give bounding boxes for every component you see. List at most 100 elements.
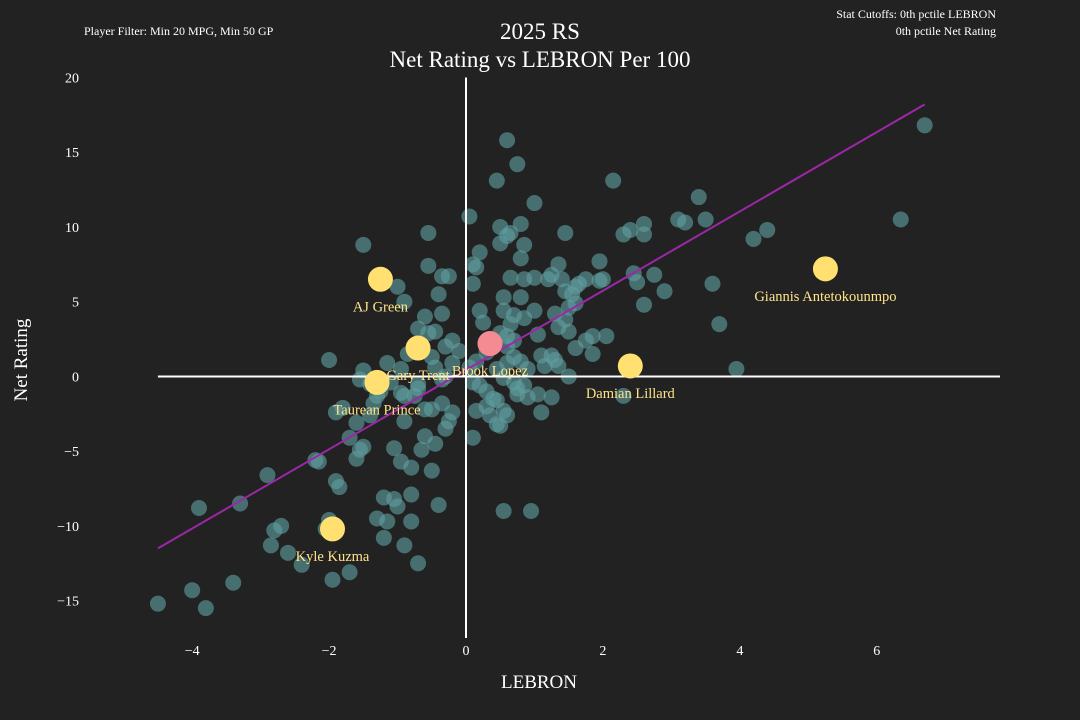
data-point bbox=[697, 211, 714, 228]
data-point bbox=[502, 269, 519, 286]
data-point bbox=[475, 314, 492, 331]
data-point bbox=[464, 429, 481, 446]
data-point bbox=[389, 278, 406, 295]
x-tick-label: 4 bbox=[736, 644, 743, 659]
data-point bbox=[334, 399, 351, 416]
data-point bbox=[916, 117, 933, 134]
data-point bbox=[392, 360, 409, 377]
data-point bbox=[570, 275, 587, 292]
data-point bbox=[355, 236, 372, 253]
data-point bbox=[348, 450, 365, 467]
chart-title-block: 2025 RS Net Rating vs LEBRON Per 100 bbox=[0, 18, 1080, 74]
data-point bbox=[341, 564, 358, 581]
data-point bbox=[557, 224, 574, 241]
data-point bbox=[324, 571, 341, 588]
x-tick-label: 2 bbox=[599, 644, 606, 659]
x-tick-label: 6 bbox=[873, 644, 880, 659]
data-point bbox=[149, 595, 166, 612]
data-point bbox=[533, 404, 550, 421]
highlight-point-damian-lillard bbox=[617, 353, 643, 379]
data-point bbox=[273, 517, 290, 534]
highlight-label-kyle-kuzma: Kyle Kuzma bbox=[296, 549, 370, 565]
data-point bbox=[396, 413, 413, 430]
data-point bbox=[656, 283, 673, 300]
data-point bbox=[584, 346, 601, 363]
data-point bbox=[598, 328, 615, 345]
data-point bbox=[420, 257, 437, 274]
data-point bbox=[396, 293, 413, 310]
data-point bbox=[646, 266, 663, 283]
data-point bbox=[516, 236, 533, 253]
data-point bbox=[355, 438, 372, 455]
points-layer bbox=[149, 117, 933, 617]
highlight-point-aj-green bbox=[367, 266, 393, 292]
data-point bbox=[403, 459, 420, 476]
data-point bbox=[379, 354, 396, 371]
data-point bbox=[495, 302, 512, 319]
highlight-point-giannis-antetokounmpo bbox=[812, 256, 838, 282]
data-point bbox=[197, 600, 214, 617]
data-point bbox=[410, 555, 427, 572]
data-point bbox=[434, 305, 451, 322]
tick-labels: −4 −2 0 2 4 6 20 15 10 5 0 −5 −10 −15 bbox=[57, 71, 880, 659]
data-point bbox=[759, 221, 776, 238]
data-point bbox=[430, 286, 447, 303]
data-point bbox=[543, 266, 560, 283]
highlight-label-giannis-antetokounmpo: Giannis Antetokounmpo bbox=[754, 289, 896, 305]
data-point bbox=[728, 360, 745, 377]
data-point bbox=[348, 414, 365, 431]
stat-cutoffs-note: Stat Cutoffs: 0th pctile LEBRON 0th pcti… bbox=[836, 6, 996, 40]
data-point bbox=[499, 132, 516, 149]
x-tick-label: −2 bbox=[322, 644, 337, 659]
data-point bbox=[464, 275, 481, 292]
data-point bbox=[184, 582, 201, 599]
data-point bbox=[526, 195, 543, 212]
chart-subtitle: Net Rating vs LEBRON Per 100 bbox=[389, 47, 691, 72]
y-tick-label: −5 bbox=[64, 445, 79, 460]
data-point bbox=[280, 544, 296, 561]
data-point bbox=[423, 401, 440, 418]
data-point bbox=[636, 226, 652, 243]
data-point bbox=[225, 574, 242, 591]
x-axis-title: LEBRON bbox=[501, 672, 577, 693]
data-point bbox=[711, 316, 728, 333]
data-point bbox=[745, 230, 762, 247]
data-point bbox=[519, 360, 536, 377]
data-point bbox=[509, 156, 526, 173]
highlight-point-brook-lopez bbox=[477, 331, 503, 357]
highlight-point-gary-trent bbox=[405, 335, 431, 361]
data-point bbox=[584, 328, 601, 345]
data-point bbox=[591, 253, 608, 270]
data-point bbox=[321, 352, 338, 368]
data-point bbox=[444, 404, 461, 421]
y-tick-label: −15 bbox=[57, 595, 79, 610]
highlight-layer: AJ Green Gary Trent Brook Lopez Taurean Pri… bbox=[296, 256, 897, 565]
data-point bbox=[416, 308, 433, 325]
data-point bbox=[413, 441, 430, 458]
data-point bbox=[468, 259, 485, 276]
highlight-point-taurean-prince bbox=[364, 369, 390, 395]
data-point bbox=[471, 244, 488, 261]
data-point bbox=[392, 384, 409, 401]
y-tick-label: 20 bbox=[65, 71, 79, 86]
data-point bbox=[262, 537, 279, 554]
x-tick-label: −4 bbox=[185, 644, 200, 659]
data-point bbox=[386, 491, 403, 508]
data-point bbox=[420, 224, 437, 241]
cutoff-net-rating: 0th pctile Net Rating bbox=[895, 24, 996, 38]
data-point bbox=[495, 502, 512, 519]
data-point bbox=[529, 386, 546, 403]
data-point bbox=[512, 289, 529, 306]
cutoff-lebron: Stat Cutoffs: 0th pctile LEBRON bbox=[836, 7, 996, 21]
data-point bbox=[430, 497, 447, 513]
data-point bbox=[509, 380, 526, 397]
highlight-label-damian-lillard: Damian Lillard bbox=[586, 386, 676, 402]
highlight-label-aj-green: AJ Green bbox=[353, 299, 409, 315]
data-point bbox=[396, 537, 413, 554]
y-tick-label: 15 bbox=[65, 146, 79, 161]
data-point bbox=[434, 371, 451, 388]
data-point bbox=[461, 208, 478, 225]
data-point bbox=[331, 479, 348, 496]
data-point bbox=[468, 402, 485, 419]
data-point bbox=[622, 221, 639, 238]
